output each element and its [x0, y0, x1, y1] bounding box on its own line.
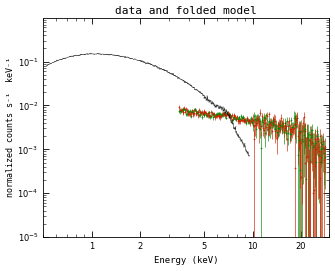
- Title: data and folded model: data and folded model: [116, 6, 257, 15]
- Y-axis label: normalized counts s⁻¹  keV⁻¹: normalized counts s⁻¹ keV⁻¹: [6, 57, 14, 197]
- X-axis label: Energy (keV): Energy (keV): [154, 256, 219, 265]
